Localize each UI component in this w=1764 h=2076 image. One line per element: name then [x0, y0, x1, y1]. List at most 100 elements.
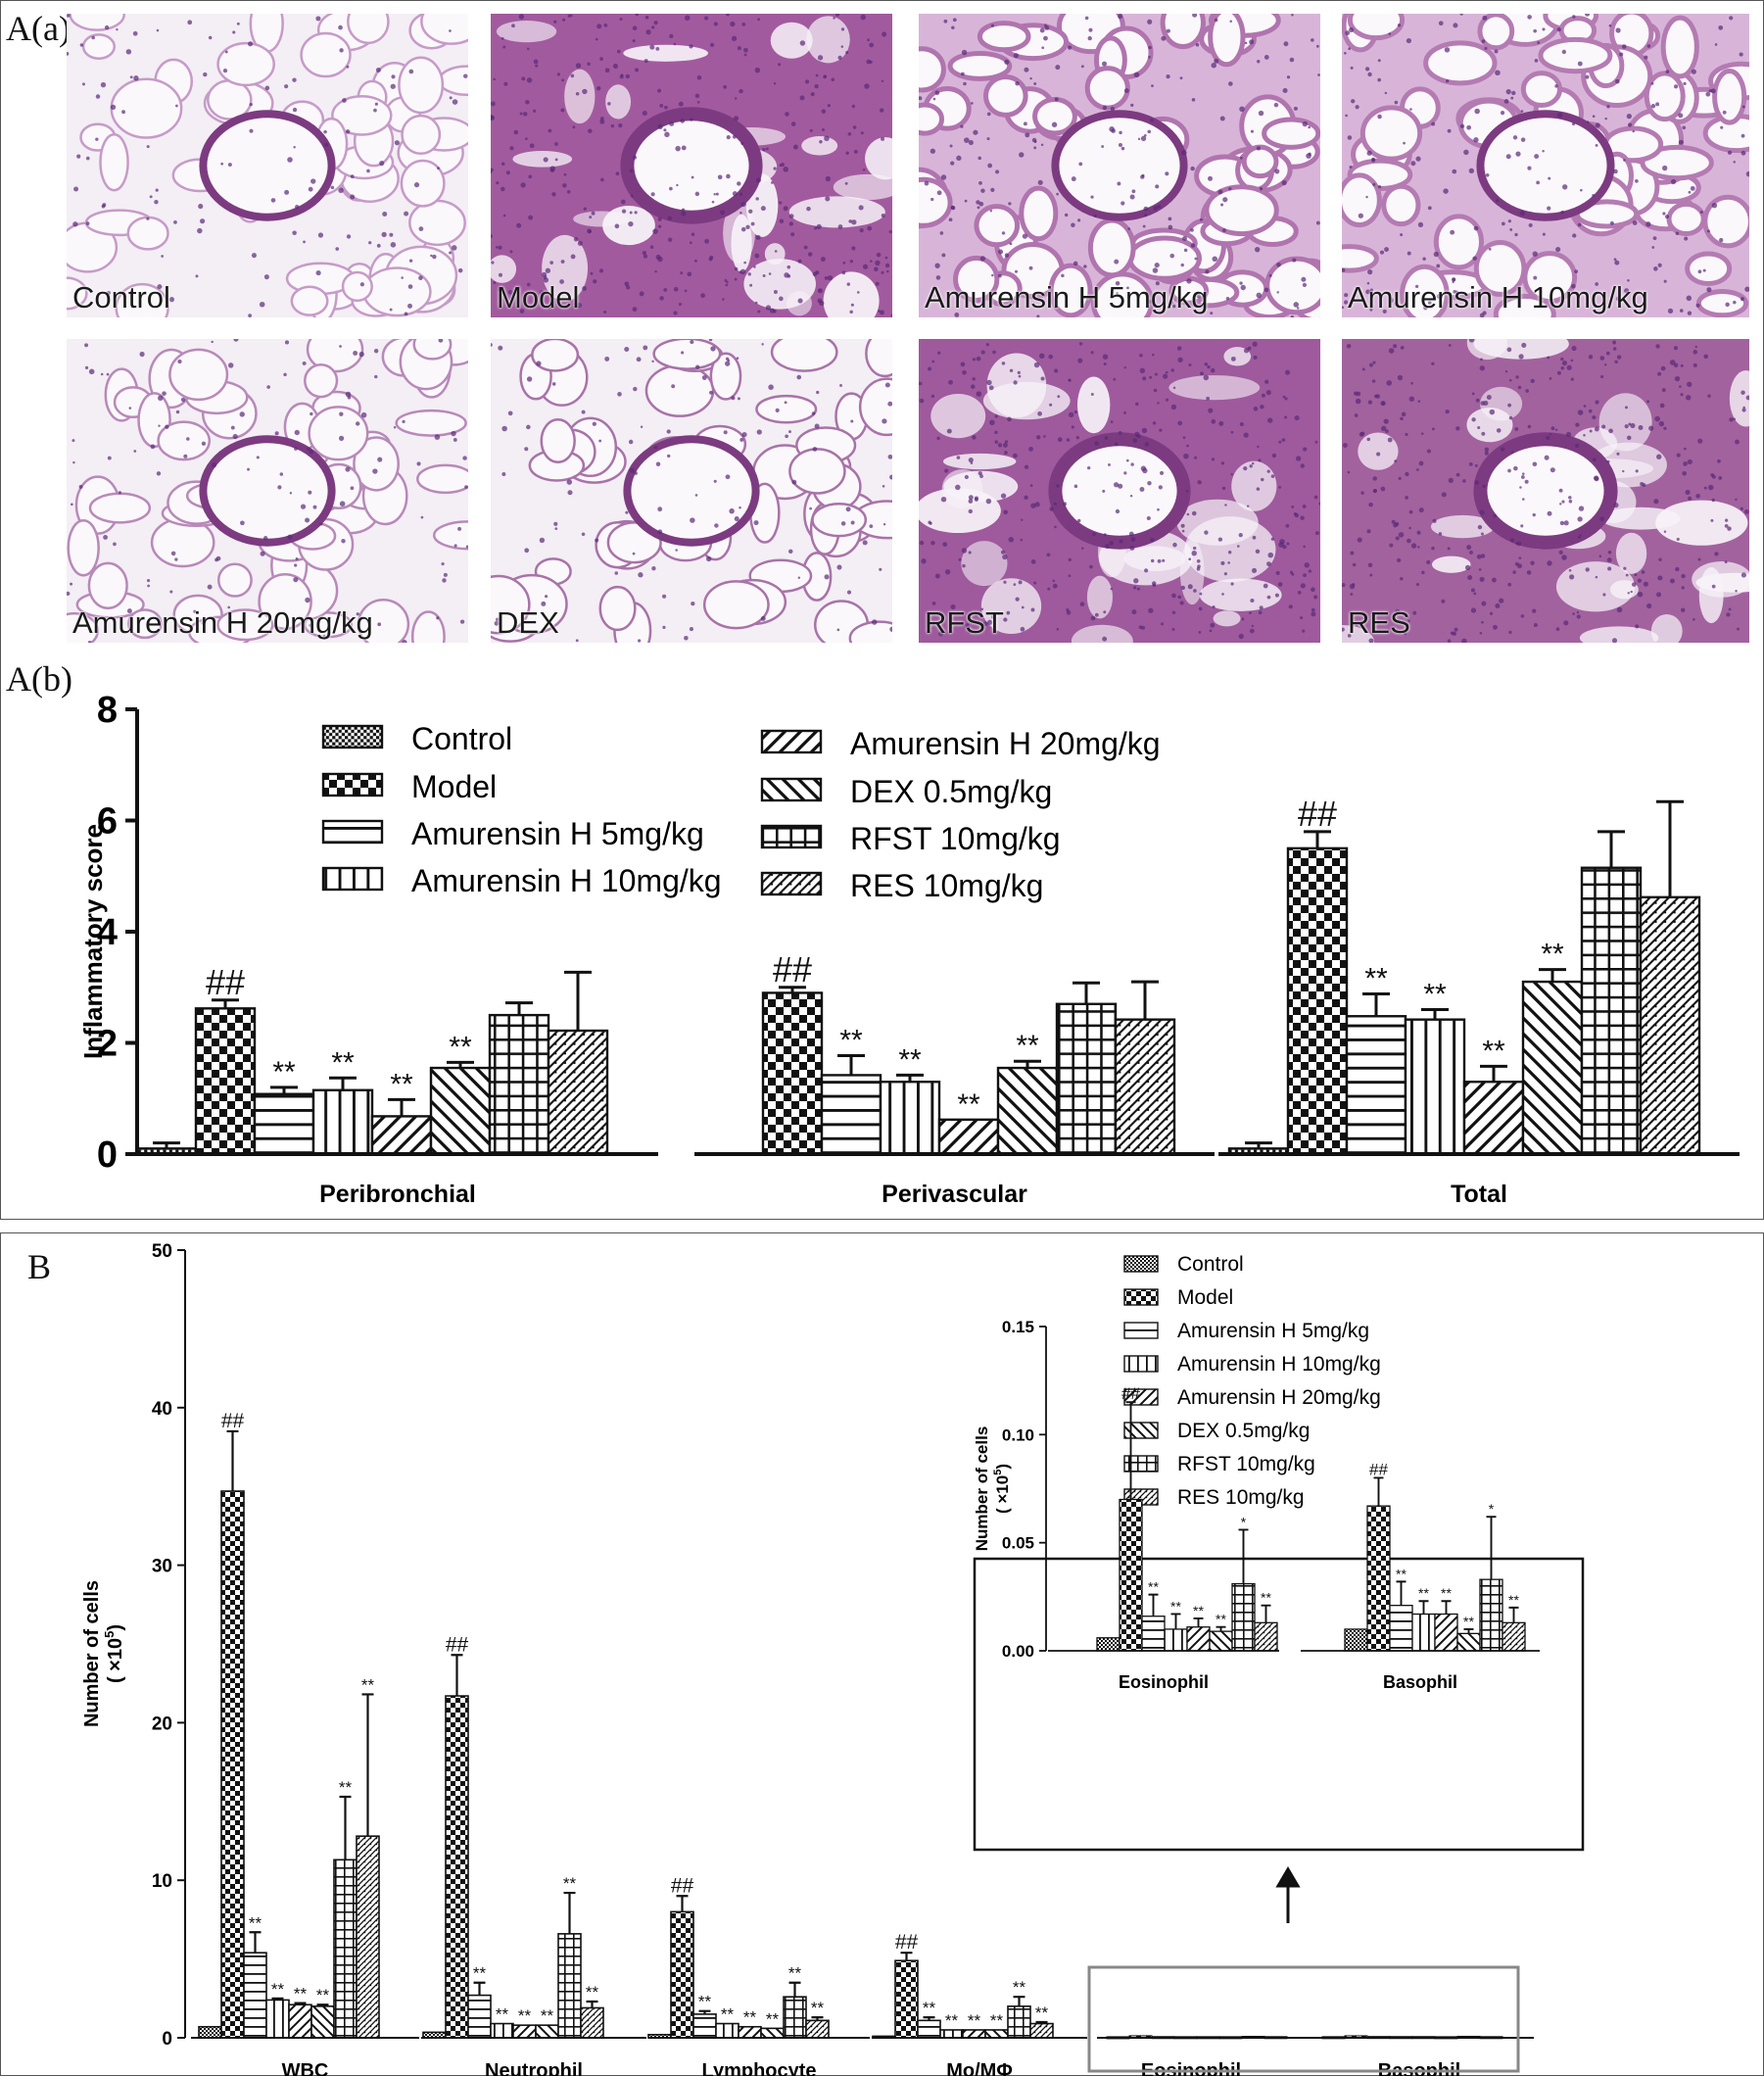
significance-mark: **: [968, 2011, 981, 2030]
bar-wbc-4: [288, 2004, 312, 2039]
significance-mark: **: [1016, 1030, 1039, 1062]
error-bar: [361, 1693, 374, 1837]
micrograph-6: DEX: [491, 339, 892, 643]
bar-peribronchial-7: [547, 1029, 609, 1156]
error-bar: [1486, 1516, 1497, 1580]
legend-label: Amurensin H 5mg/kg: [411, 816, 704, 851]
error-bar: [294, 2002, 307, 2005]
legend-label: RES 10mg/kg: [850, 868, 1043, 903]
error-bar: [1418, 1600, 1429, 1615]
micrograph-7: RFST: [919, 339, 1320, 643]
significance-mark: ##: [206, 962, 245, 1002]
category-label: Lymphocyte: [701, 2060, 816, 2076]
bar-wbc-0: [198, 2025, 222, 2039]
significance-mark: **: [473, 1964, 487, 1983]
micrograph-8: RES: [1342, 339, 1749, 643]
legend-swatch: [321, 819, 384, 845]
bar-wbc-1: [220, 1490, 245, 2039]
significance-mark: ##: [1121, 1384, 1140, 1403]
error-bar: [896, 1073, 924, 1083]
zoom-arrow: [1275, 1866, 1301, 1923]
micrograph-caption: Amurensin H 5mg/kg: [925, 280, 1209, 314]
legend-swatch: [1123, 1322, 1159, 1339]
significance-mark: **: [339, 1778, 353, 1797]
significance-mark: **: [811, 1999, 825, 2017]
significance-mark: **: [1148, 1579, 1159, 1595]
micrograph-3: Amurensin H 5mg/kg: [919, 14, 1320, 317]
legend-label: Amurensin H 10mg/kg: [411, 863, 722, 898]
panel-a-b-label: A(b): [6, 659, 72, 699]
error-bar: [1539, 968, 1566, 983]
inset-y-tick-label: 0.00: [1002, 1642, 1034, 1661]
error-bar: [153, 1141, 180, 1149]
y-tick-label: 20: [152, 1714, 172, 1734]
bar-peribronchial-3: [311, 1088, 374, 1156]
inset-y-axis-unit: ( ×105): [992, 1464, 1012, 1514]
significance-mark: **: [1013, 1978, 1026, 1997]
micrograph-caption: RFST: [925, 605, 1004, 640]
error-bar: [316, 2004, 329, 2006]
y-tick-label: 40: [152, 1399, 172, 1420]
significance-mark: **: [898, 1043, 922, 1076]
micrograph-5: Amurensin H 20mg/kg: [67, 339, 468, 643]
bar-eosinophil-2: [1141, 1616, 1166, 1652]
significance-mark: **: [1463, 1614, 1474, 1629]
bar-wbc-2: [243, 1952, 267, 2039]
y-axis-unit: ( ×105): [102, 1624, 126, 1683]
panel-a-a-label: A(a): [6, 9, 71, 48]
significance-mark: ##: [1298, 794, 1337, 834]
bar-basophil-7: [1502, 1621, 1526, 1652]
bar-wbc-5: [310, 2005, 335, 2039]
error-bar: [1014, 1059, 1041, 1069]
micrograph-caption: Amurensin H 10mg/kg: [1348, 280, 1648, 314]
bar-neutrophil-6: [557, 1933, 582, 2039]
bar-basophil-6: [1479, 1578, 1503, 1652]
error-bar: [447, 1060, 474, 1069]
bar-perivascular-1: [761, 991, 824, 1156]
bar-lymphocyte-1: [670, 1910, 694, 2039]
legend-label: Amurensin H 5mg/kg: [1177, 1320, 1369, 1342]
error-bar: [900, 1952, 913, 1961]
error-bar: [1073, 981, 1100, 1004]
significance-mark: **: [496, 2005, 509, 2024]
legend-swatch: [760, 871, 823, 896]
legend-label: RES 10mg/kg: [1177, 1486, 1305, 1509]
bar-wbc-6: [333, 1859, 358, 2039]
error-bar: [271, 1997, 284, 2001]
bar-neutrophil-1: [445, 1695, 469, 2039]
error-bar: [451, 1654, 463, 1697]
significance-mark: **: [945, 2011, 959, 2030]
category-label: Peribronchial: [319, 1181, 476, 1208]
bar-mo-m--7: [1029, 2022, 1054, 2039]
significance-mark: **: [331, 1046, 355, 1079]
legend-label: Amurensin H 20mg/kg: [1177, 1386, 1381, 1409]
bar-mo-m--4: [962, 2029, 986, 2039]
bar-lymphocyte-3: [715, 2022, 739, 2039]
significance-mark: **: [563, 1874, 577, 1893]
y-tick-label: 6: [97, 801, 118, 843]
error-bar: [1441, 1600, 1452, 1615]
significance-mark: **: [249, 1913, 262, 1932]
inset-y-tick-label: 0.05: [1002, 1534, 1034, 1553]
category-label: Perivascular: [882, 1181, 1027, 1208]
category-label: WBC: [282, 2060, 329, 2076]
error-bar: [788, 1981, 801, 1998]
error-bar: [1245, 1141, 1272, 1149]
significance-mark: **: [1418, 1585, 1429, 1601]
inset-category-label: Eosinophil: [1119, 1672, 1209, 1692]
significance-mark: **: [1396, 1566, 1406, 1581]
bar-peribronchial-2: [253, 1092, 315, 1156]
bar-basophil-3: [1411, 1613, 1436, 1652]
category-label: Neutrophil: [485, 2060, 583, 2076]
legend-swatch: [1123, 1422, 1159, 1439]
error-bar: [837, 1054, 865, 1076]
legend-label: Control: [1177, 1253, 1244, 1276]
bar-lymphocyte-7: [805, 2019, 830, 2039]
legend-label: DEX 0.5mg/kg: [1177, 1420, 1310, 1442]
significance-mark: **: [1261, 1590, 1271, 1606]
panel-b-label: B: [27, 1247, 52, 1286]
error-bar: [698, 2009, 711, 2014]
significance-mark: **: [788, 1964, 802, 1983]
significance-mark: **: [541, 2006, 554, 2025]
bar-wbc-7: [356, 1835, 380, 2039]
